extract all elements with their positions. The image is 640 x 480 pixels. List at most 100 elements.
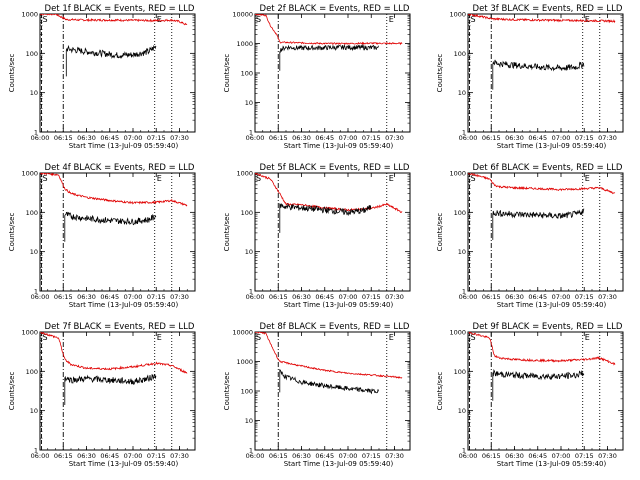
y-tick-label: 100	[241, 388, 253, 396]
x-axis-label: Start Time (13-Jul-09 05:59:40)	[69, 142, 179, 150]
x-tick-label: 06:45	[528, 134, 547, 142]
end-marker: E	[585, 15, 590, 24]
x-tick-label: 06:45	[100, 134, 119, 142]
end-marker: E	[157, 174, 162, 183]
chart-title: Det 3f BLACK = Events, RED = LLD	[473, 4, 623, 14]
x-tick-label: 06:15	[482, 452, 501, 460]
chart-panel-4: Det 4f BLACK = Events, RED = LLD 06:00 06:…	[8, 163, 196, 309]
chart-panel-6: Det 6f BLACK = Events, RED = LLD 06:00 06:…	[436, 163, 624, 309]
chart-panel-2: Det 2f BLACK = Events, RED = LLD 06:00 06:…	[223, 4, 411, 150]
x-tick-label: 06:30	[292, 293, 311, 301]
y-tick-label: 1	[249, 288, 253, 296]
lld-series-line	[255, 332, 403, 379]
end-marker: E	[157, 333, 162, 342]
y-tick-label: 1000	[21, 329, 38, 337]
start-marker: S	[471, 15, 476, 24]
y-tick-label: 1	[34, 447, 38, 455]
y-tick-label: 10000	[232, 11, 253, 19]
events-series-line	[279, 368, 379, 395]
y-tick-label: 1000	[449, 329, 466, 337]
x-tick-label: 07:30	[170, 452, 189, 460]
x-tick-label: 06:45	[100, 293, 119, 301]
y-tick-label: 1	[462, 288, 466, 296]
lld-series-line	[40, 173, 188, 207]
x-tick-label: 07:15	[147, 293, 166, 301]
x-tick-label: 06:45	[528, 452, 547, 460]
x-tick-label: 07:00	[339, 134, 358, 142]
x-tick-label: 07:00	[552, 293, 571, 301]
y-tick-label: 100	[26, 368, 38, 376]
y-tick-label: 1000	[449, 11, 466, 19]
x-axis-label: Start Time (13-Jul-09 05:59:40)	[497, 301, 607, 309]
x-tick-label: 07:30	[385, 293, 404, 301]
x-tick-label: 07:00	[124, 452, 143, 460]
events-series-line	[279, 202, 372, 233]
y-tick-label: 100	[26, 209, 38, 217]
y-axis-label: Counts/sec	[223, 372, 231, 411]
x-tick-label: 06:30	[77, 452, 96, 460]
y-tick-label: 1	[462, 447, 466, 455]
y-tick-label: 10	[30, 248, 38, 256]
x-tick-label: 07:30	[598, 452, 617, 460]
y-axis-label: Counts/sec	[436, 213, 444, 252]
y-tick-label: 1	[34, 288, 38, 296]
y-tick-label: 100	[241, 70, 253, 78]
y-tick-label: 100	[26, 50, 38, 58]
x-tick-label: 07:15	[362, 134, 381, 142]
end-marker: E	[585, 333, 590, 342]
x-tick-label: 06:00	[246, 452, 265, 460]
x-tick-label: 07:15	[575, 293, 594, 301]
x-tick-label: 06:00	[31, 134, 50, 142]
events-series-line	[492, 368, 585, 401]
start-marker: S	[43, 15, 48, 24]
x-tick-label: 07:00	[552, 134, 571, 142]
x-tick-label: 07:30	[170, 293, 189, 301]
lld-series-line	[468, 173, 616, 195]
x-tick-label: 06:30	[505, 134, 524, 142]
x-tick-label: 07:30	[598, 134, 617, 142]
x-tick-label: 06:00	[246, 293, 265, 301]
y-tick-label: 1000	[236, 358, 253, 366]
x-tick-label: 06:15	[269, 134, 288, 142]
x-tick-label: 06:15	[54, 293, 73, 301]
end-marker: E	[389, 174, 394, 183]
x-tick-label: 06:45	[315, 452, 334, 460]
y-axis-label: Counts/sec	[436, 372, 444, 411]
events-series-line	[64, 373, 157, 405]
lld-series-line	[468, 332, 616, 366]
y-tick-label: 1	[249, 447, 253, 455]
y-tick-label: 100	[454, 50, 466, 58]
x-axis-label: Start Time (13-Jul-09 05:59:40)	[284, 301, 394, 309]
chart-title: Det 9f BLACK = Events, RED = LLD	[473, 322, 623, 332]
events-series-line	[65, 44, 157, 77]
y-tick-label: 1000	[21, 170, 38, 178]
y-tick-label: 10	[458, 248, 466, 256]
y-axis-label: Counts/sec	[436, 54, 444, 93]
chart-title: Det 2f BLACK = Events, RED = LLD	[260, 4, 410, 14]
x-tick-label: 06:30	[77, 293, 96, 301]
x-tick-label: 06:30	[292, 134, 311, 142]
end-marker: E	[389, 15, 394, 24]
y-tick-label: 1000	[21, 11, 38, 19]
x-tick-label: 06:30	[292, 452, 311, 460]
lld-series-line	[40, 332, 188, 374]
x-axis-label: Start Time (13-Jul-09 05:59:40)	[69, 460, 179, 468]
y-tick-label: 1	[462, 129, 466, 137]
x-tick-label: 06:15	[482, 134, 501, 142]
chart-title: Det 6f BLACK = Events, RED = LLD	[473, 163, 623, 173]
lld-series-line	[255, 14, 403, 46]
y-tick-label: 10	[245, 417, 253, 425]
y-tick-label: 10000	[232, 329, 253, 337]
chart-panel-5: Det 5f BLACK = Events, RED = LLD 06:00 06:…	[223, 163, 411, 309]
y-axis-label: Counts/sec	[223, 213, 231, 252]
x-tick-label: 06:15	[54, 452, 73, 460]
x-tick-label: 06:45	[315, 293, 334, 301]
y-tick-label: 10	[458, 407, 466, 415]
x-tick-label: 07:30	[170, 134, 189, 142]
y-axis-label: Counts/sec	[223, 54, 231, 93]
events-series-line	[492, 59, 585, 90]
start-marker: S	[256, 333, 261, 342]
x-tick-label: 06:30	[505, 452, 524, 460]
y-tick-label: 10	[30, 407, 38, 415]
